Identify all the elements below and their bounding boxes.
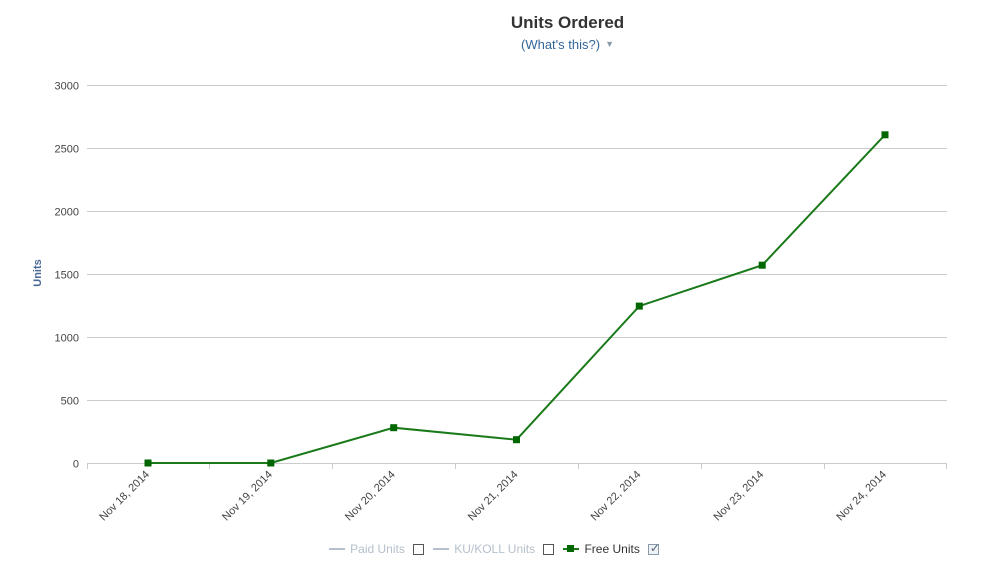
legend-line-marker-icon xyxy=(563,544,580,554)
x-tick-label: Nov 22, 2014 xyxy=(589,469,644,524)
x-tick-label: Nov 18, 2014 xyxy=(97,469,152,524)
x-tick-label: Nov 19, 2014 xyxy=(220,469,275,524)
legend-label: KU/KOLL Units xyxy=(454,542,536,556)
chevron-down-icon[interactable]: ▼ xyxy=(605,39,614,49)
legend-item-ku-koll-units[interactable]: KU/KOLL Units xyxy=(433,542,555,556)
x-tick-label: Nov 23, 2014 xyxy=(712,469,767,524)
legend-checkbox-paid-units[interactable] xyxy=(412,543,424,555)
whats-this-link[interactable]: (What's this?) ▼ xyxy=(0,37,988,52)
chart-title: Units Ordered xyxy=(510,13,625,32)
y-tick-label: 2500 xyxy=(55,144,79,156)
y-tick-label: 3000 xyxy=(55,81,79,93)
y-tick-label: 500 xyxy=(61,396,79,408)
y-axis-label: Units xyxy=(32,259,44,287)
legend-label: Free Units xyxy=(584,542,640,556)
data-point xyxy=(513,436,520,444)
data-point xyxy=(758,261,766,269)
x-tick-label: Nov 21, 2014 xyxy=(466,469,521,524)
x-tick-label: Nov 20, 2014 xyxy=(343,469,398,524)
legend-checkbox-ku-koll-units[interactable] xyxy=(543,543,555,555)
data-point xyxy=(881,131,889,139)
legend-item-paid-units[interactable]: Paid Units xyxy=(329,542,424,556)
y-tick-label: 0 xyxy=(73,459,79,471)
legend-label: Paid Units xyxy=(350,542,405,556)
y-tick-label: 1000 xyxy=(55,333,79,345)
x-axis-ticks: Nov 18, 2014 Nov 19, 2014 Nov 20, 2014 Nov … xyxy=(87,463,947,524)
data-point xyxy=(635,302,643,310)
legend: Paid Units KU/KOLL Units Free Units xyxy=(0,541,988,557)
series-line xyxy=(148,134,886,464)
legend-line-icon xyxy=(329,544,346,554)
data-point xyxy=(390,424,398,432)
y-tick-label: 1500 xyxy=(55,270,79,282)
x-tick-label: Nov 24, 2014 xyxy=(834,469,889,524)
legend-item-free-units[interactable]: Free Units xyxy=(563,541,660,556)
legend-line-icon xyxy=(433,544,450,554)
y-tick-label: 2000 xyxy=(55,207,79,219)
y-axis-ticks: 0 500 1000 1500 2000 2500 3000 xyxy=(55,81,79,471)
series-free-units xyxy=(144,131,889,467)
gridlines xyxy=(87,85,947,464)
data-point xyxy=(144,459,152,467)
legend-checkbox-free-units[interactable] xyxy=(647,541,660,555)
whats-this-label[interactable]: (What's this?) xyxy=(521,37,601,52)
data-point xyxy=(267,459,275,467)
